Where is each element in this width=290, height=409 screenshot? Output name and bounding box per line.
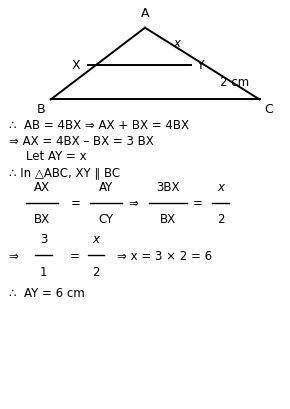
Text: =: = [70,249,79,262]
Text: 2 cm: 2 cm [220,76,249,89]
Text: B: B [36,103,45,116]
Text: BX: BX [160,213,176,226]
Text: 1: 1 [40,266,47,279]
Text: BX: BX [34,213,50,226]
Text: C: C [264,103,273,116]
Text: 2: 2 [217,213,224,226]
Text: ∴  AY = 6 cm: ∴ AY = 6 cm [9,286,84,299]
Text: CY: CY [98,213,113,226]
Text: 2: 2 [92,266,99,279]
Text: ⇒: ⇒ [128,197,138,210]
Text: ⇒ AX = 4BX – BX = 3 BX: ⇒ AX = 4BX – BX = 3 BX [9,135,153,148]
Text: =: = [70,197,80,210]
Text: x: x [173,37,180,50]
Text: Let AY = x: Let AY = x [26,150,87,163]
Text: AY: AY [99,180,113,193]
Text: ∴  AB = 4BX ⇒ AX + BX = 4BX: ∴ AB = 4BX ⇒ AX + BX = 4BX [9,118,189,131]
Text: X: X [71,59,80,72]
Text: ⇒ x = 3 × 2 = 6: ⇒ x = 3 × 2 = 6 [117,249,213,262]
Text: ⇒: ⇒ [9,249,19,262]
Text: Y: Y [197,59,204,72]
Text: 3: 3 [40,232,47,245]
Text: AX: AX [34,180,50,193]
Text: ∴ In △ABC, XY ∥ BC: ∴ In △ABC, XY ∥ BC [9,165,120,178]
Text: x: x [217,180,224,193]
Text: A: A [141,7,149,20]
Text: x: x [92,232,99,245]
Text: 3BX: 3BX [156,180,180,193]
Text: =: = [192,197,202,210]
